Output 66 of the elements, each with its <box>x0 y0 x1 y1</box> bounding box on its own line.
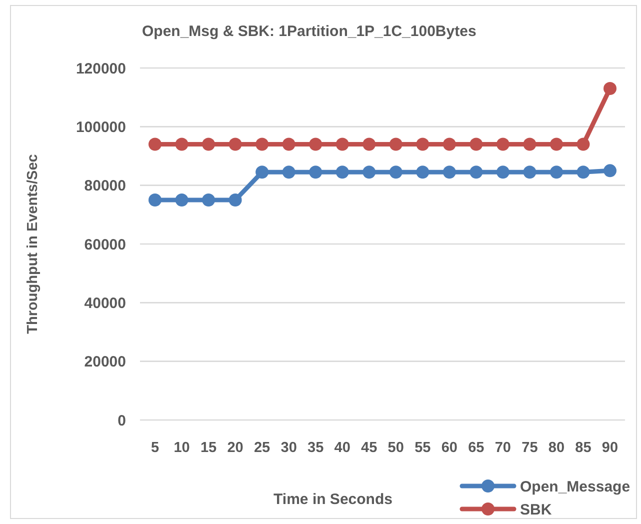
x-tick-label: 40 <box>334 440 350 456</box>
chart-title: Open_Msg & SBK: 1Partition_1P_1C_100Bytes <box>142 23 476 40</box>
y-tick-label: 60000 <box>84 236 126 254</box>
y-tick-label: 100000 <box>76 118 126 136</box>
x-tick-label: 20 <box>227 440 244 456</box>
point <box>148 138 162 151</box>
legend-label: SBK <box>520 501 552 518</box>
point <box>550 138 563 151</box>
point <box>148 194 162 206</box>
point <box>576 138 590 151</box>
point <box>336 166 349 179</box>
x-tick-label: 50 <box>388 440 404 456</box>
x-tick-label: 85 <box>575 440 592 456</box>
point <box>442 138 456 151</box>
x-axis-title: Time in Seconds <box>274 491 392 508</box>
point <box>496 166 510 179</box>
point <box>470 166 483 179</box>
point <box>604 164 616 178</box>
x-tick-label: 10 <box>174 440 190 456</box>
x-tick-label: 30 <box>280 440 297 456</box>
point <box>175 138 188 151</box>
y-axis-title: Throughput in Events/Sec <box>25 154 41 334</box>
x-tick-label: 55 <box>414 440 431 456</box>
y-tick-label: 40000 <box>84 294 126 312</box>
x-tick-label: 80 <box>548 440 565 456</box>
point <box>256 166 269 179</box>
point <box>470 138 483 151</box>
point <box>604 82 616 96</box>
point <box>256 138 269 151</box>
point <box>416 138 430 151</box>
x-tick-label: 75 <box>522 440 538 456</box>
point <box>389 166 402 179</box>
x-tick-label: 65 <box>468 440 484 456</box>
x-tick-label: 70 <box>494 440 512 456</box>
point <box>282 166 296 179</box>
point <box>202 194 216 206</box>
point <box>550 166 563 179</box>
legend-label: Open_Message <box>520 478 630 496</box>
point <box>228 138 242 151</box>
point <box>175 194 188 206</box>
point <box>336 138 349 151</box>
point <box>362 166 376 179</box>
point <box>309 138 322 151</box>
x-tick-label: 90 <box>602 440 618 456</box>
point <box>416 166 430 179</box>
point <box>309 166 322 179</box>
x-tick-label: 15 <box>200 440 217 456</box>
point <box>523 138 536 151</box>
point <box>389 138 402 151</box>
point <box>442 166 456 179</box>
x-tick-label: 5 <box>150 440 160 456</box>
point <box>228 194 242 206</box>
point <box>282 138 296 151</box>
x-tick-label: 45 <box>361 440 378 456</box>
x-tick-label: 60 <box>441 440 458 456</box>
point <box>523 166 536 179</box>
point <box>202 138 216 151</box>
y-tick-label: 0 <box>118 412 126 430</box>
y-tick-label: 20000 <box>84 354 126 371</box>
x-tick-label: 35 <box>308 440 324 456</box>
y-tick-label: 80000 <box>84 178 126 195</box>
y-tick-label: 120000 <box>76 60 126 78</box>
point <box>496 138 510 151</box>
x-tick-label: 25 <box>254 440 270 456</box>
point <box>362 138 376 151</box>
point <box>576 166 590 179</box>
